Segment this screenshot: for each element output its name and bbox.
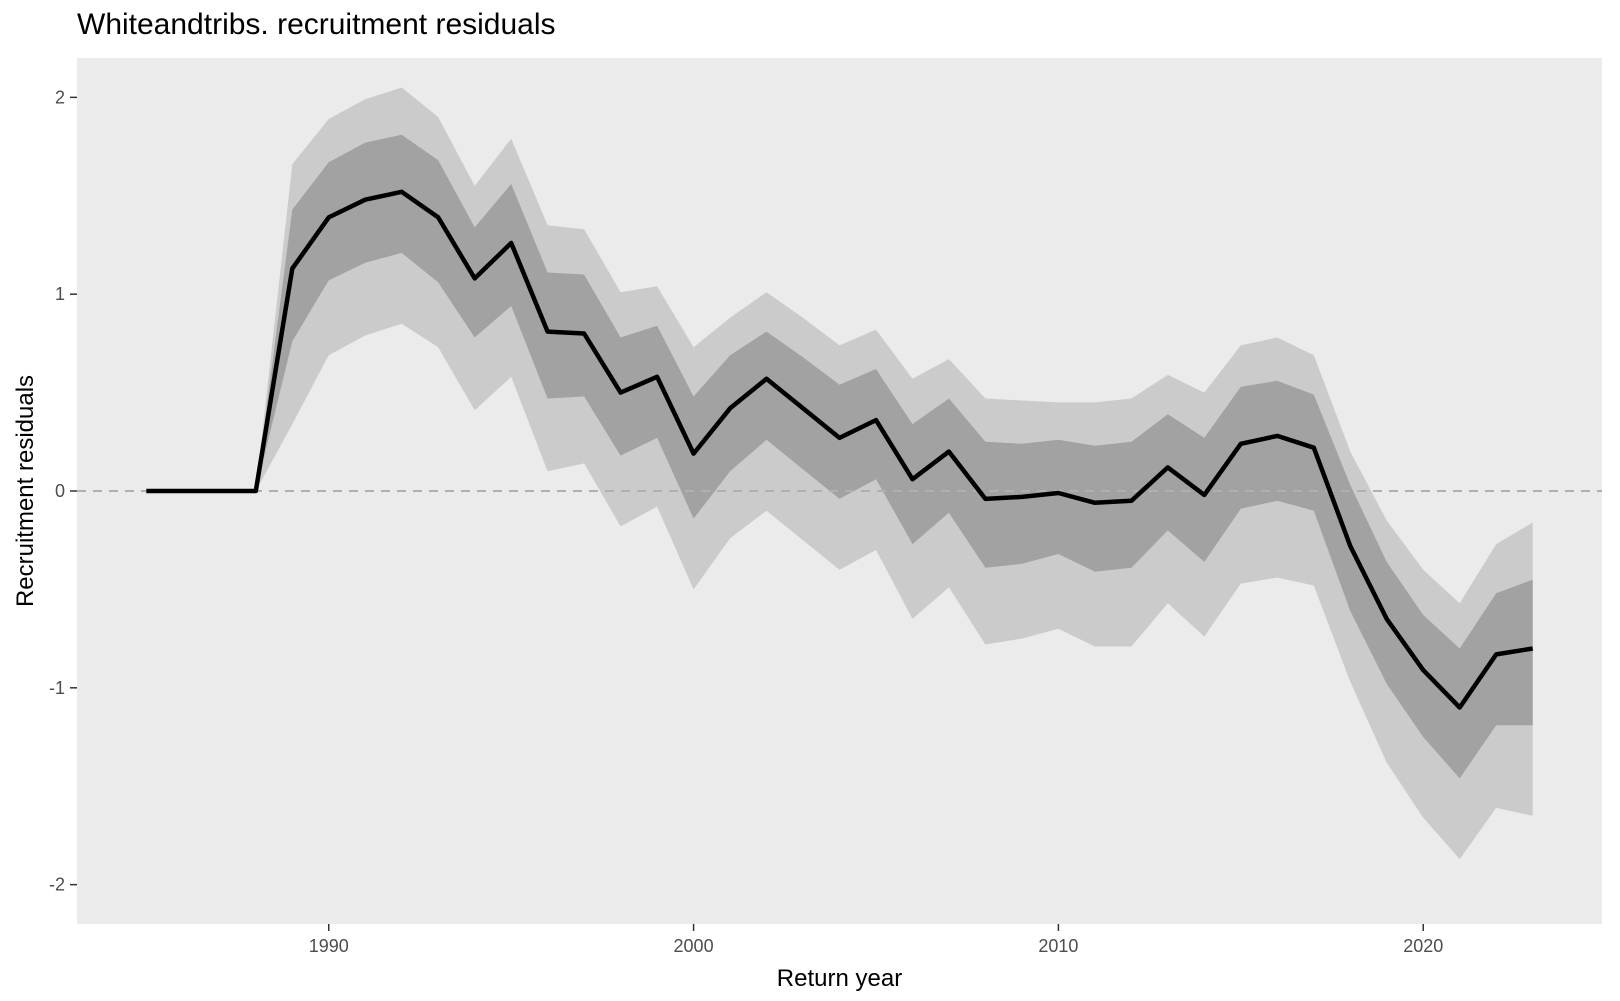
inner-interval-band [146, 134, 1533, 779]
chart-title: Whiteandtribs. recruitment residuals [77, 8, 556, 41]
y-axis-label: Recruitment residuals [12, 375, 39, 607]
median-line [146, 189, 1534, 710]
y-tick-label: -2 [49, 875, 65, 895]
y-tick-label: 2 [55, 87, 65, 107]
line-layer [146, 189, 1534, 710]
axis-layer: 1990 2000 2010 2020 -2 -1 0 1 2 [49, 87, 1443, 956]
y-tick-label: -1 [49, 678, 65, 698]
x-tick-label: 2020 [1403, 936, 1443, 956]
band-layer [146, 87, 1533, 860]
x-tick-label: 1990 [309, 936, 349, 956]
x-tick-label: 2010 [1038, 936, 1078, 956]
y-tick-label: 0 [55, 481, 65, 501]
x-tick-label: 2000 [674, 936, 714, 956]
x-axis-label: Return year [777, 965, 902, 992]
y-tick-label: 1 [55, 284, 65, 304]
